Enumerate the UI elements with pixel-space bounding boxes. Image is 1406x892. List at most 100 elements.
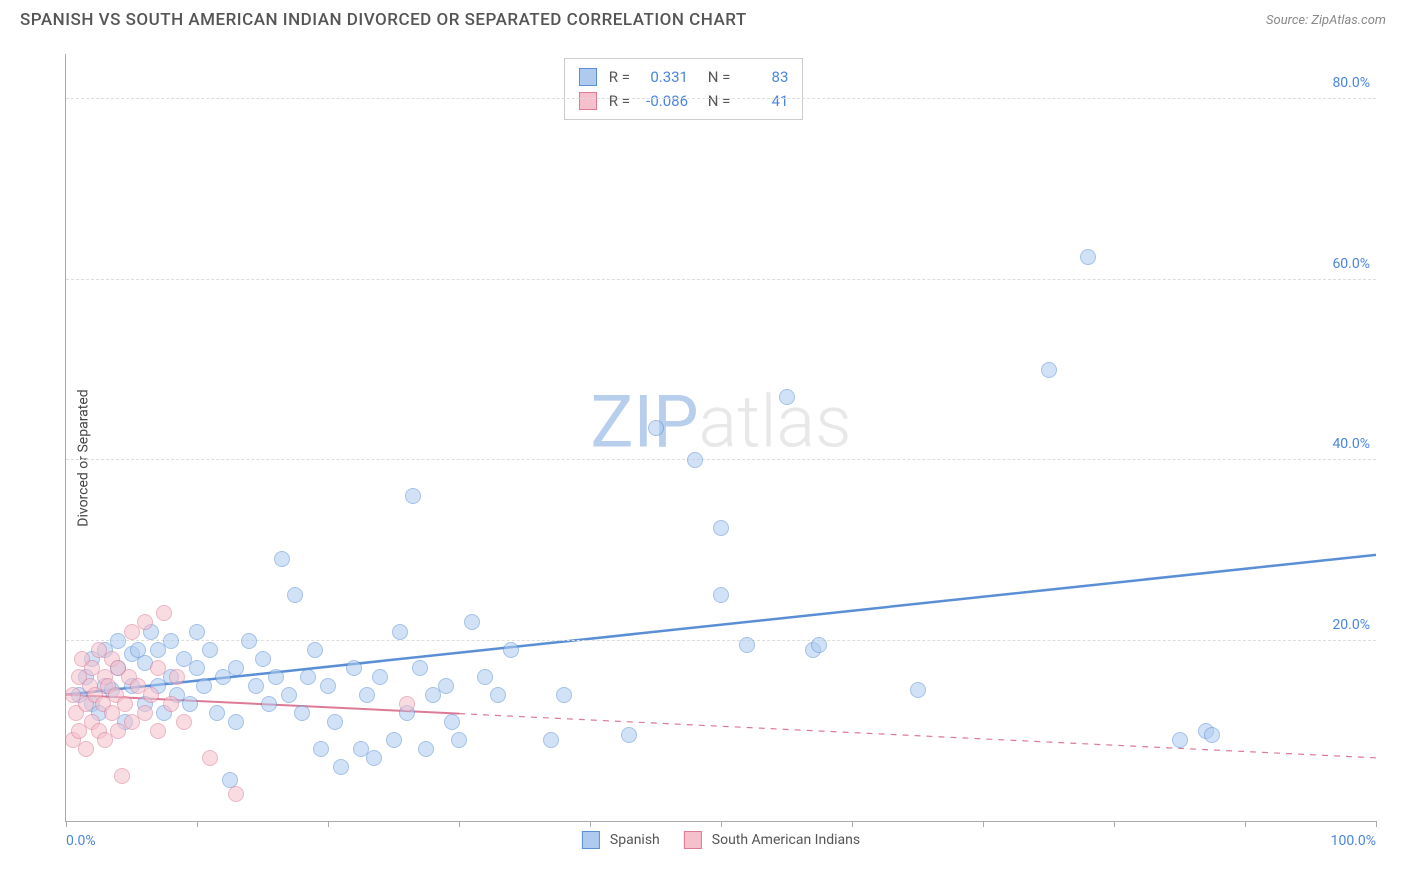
scatter-point xyxy=(241,633,257,649)
scatter-point xyxy=(687,452,703,468)
scatter-point xyxy=(779,389,795,405)
scatter-point xyxy=(346,660,362,676)
scatter-point xyxy=(300,669,316,685)
scatter-point xyxy=(333,759,349,775)
gridline-h xyxy=(66,640,1376,641)
x-tick xyxy=(459,821,460,827)
scatter-point xyxy=(163,696,179,712)
scatter-point xyxy=(117,696,133,712)
scatter-point xyxy=(1080,249,1096,265)
scatter-point xyxy=(366,750,382,766)
scatter-point xyxy=(150,660,166,676)
swatch-series-1b xyxy=(582,831,600,849)
y-tick-label: 40.0% xyxy=(1332,436,1370,452)
legend-label-1: Spanish xyxy=(610,832,660,848)
x-tick xyxy=(852,821,853,827)
x-tick xyxy=(590,821,591,827)
scatter-point xyxy=(543,732,559,748)
source-label: Source: ZipAtlas.com xyxy=(1266,13,1386,28)
x-tick xyxy=(721,821,722,827)
x-tick xyxy=(1245,821,1246,827)
chart-container: Divorced or Separated ZIPatlas R = 0.331… xyxy=(20,44,1386,872)
x-tick xyxy=(1376,821,1377,827)
scatter-point xyxy=(255,651,271,667)
scatter-point xyxy=(490,687,506,703)
scatter-point xyxy=(621,727,637,743)
x-tick xyxy=(328,821,329,827)
scatter-point xyxy=(137,614,153,630)
scatter-point xyxy=(713,520,729,536)
scatter-point xyxy=(477,669,493,685)
scatter-point xyxy=(176,714,192,730)
scatter-point xyxy=(405,488,421,504)
scatter-point xyxy=(444,714,460,730)
scatter-point xyxy=(274,551,290,567)
scatter-point xyxy=(114,768,130,784)
scatter-point xyxy=(307,642,323,658)
stats-legend-box: R = 0.331 N = 83 R = -0.086 N = 41 xyxy=(564,58,804,120)
scatter-point xyxy=(143,687,159,703)
r-value-1: 0.331 xyxy=(638,65,688,89)
scatter-point xyxy=(196,678,212,694)
scatter-point xyxy=(372,669,388,685)
stats-row-1: R = 0.331 N = 83 xyxy=(579,65,789,89)
legend-item-2: South American Indians xyxy=(684,831,860,849)
stats-row-2: R = -0.086 N = 41 xyxy=(579,89,789,113)
scatter-point xyxy=(182,696,198,712)
scatter-point xyxy=(648,420,664,436)
r-value-2: -0.086 xyxy=(638,89,688,113)
y-tick-label: 60.0% xyxy=(1332,256,1370,272)
scatter-point xyxy=(910,682,926,698)
scatter-point xyxy=(386,732,402,748)
gridline-h xyxy=(66,98,1376,99)
scatter-point xyxy=(294,705,310,721)
watermark-b: atlas xyxy=(699,380,852,465)
scatter-point xyxy=(418,741,434,757)
scatter-point xyxy=(713,587,729,603)
scatter-point xyxy=(392,624,408,640)
scatter-point xyxy=(189,660,205,676)
x-tick-label: 100.0% xyxy=(1331,833,1376,849)
scatter-point xyxy=(739,637,755,653)
scatter-point xyxy=(137,705,153,721)
x-tick xyxy=(66,821,67,827)
x-tick-label: 0.0% xyxy=(66,833,96,849)
scatter-point xyxy=(451,732,467,748)
r-prefix-1: R = xyxy=(609,65,630,89)
watermark-a: ZIP xyxy=(590,380,698,465)
scatter-point xyxy=(556,687,572,703)
scatter-point xyxy=(78,741,94,757)
scatter-point xyxy=(313,741,329,757)
trend-line-dashed xyxy=(459,714,1376,758)
scatter-point xyxy=(156,605,172,621)
scatter-point xyxy=(228,660,244,676)
legend-label-2: South American Indians xyxy=(712,832,860,848)
y-tick-label: 80.0% xyxy=(1332,75,1370,91)
scatter-point xyxy=(281,687,297,703)
scatter-point xyxy=(268,669,284,685)
scatter-point xyxy=(261,696,277,712)
n-value-1: 83 xyxy=(738,65,788,89)
swatch-series-1 xyxy=(579,68,597,86)
scatter-point xyxy=(503,642,519,658)
y-tick-label: 20.0% xyxy=(1332,617,1370,633)
scatter-point xyxy=(228,786,244,802)
plot-area: ZIPatlas R = 0.331 N = 83 R = -0.086 N =… xyxy=(65,54,1376,822)
chart-title: SPANISH VS SOUTH AMERICAN INDIAN DIVORCE… xyxy=(20,10,747,30)
scatter-point xyxy=(412,660,428,676)
scatter-point xyxy=(464,614,480,630)
scatter-point xyxy=(287,587,303,603)
scatter-point xyxy=(1041,362,1057,378)
gridline-h xyxy=(66,279,1376,280)
scatter-point xyxy=(163,633,179,649)
legend-item-1: Spanish xyxy=(582,831,660,849)
x-tick xyxy=(983,821,984,827)
n-prefix-2: N = xyxy=(708,89,731,113)
scatter-point xyxy=(169,669,185,685)
scatter-point xyxy=(202,750,218,766)
scatter-point xyxy=(811,637,827,653)
x-tick xyxy=(197,821,198,827)
r-prefix-2: R = xyxy=(609,89,630,113)
scatter-point xyxy=(189,624,205,640)
trend-line-solid xyxy=(66,555,1376,695)
